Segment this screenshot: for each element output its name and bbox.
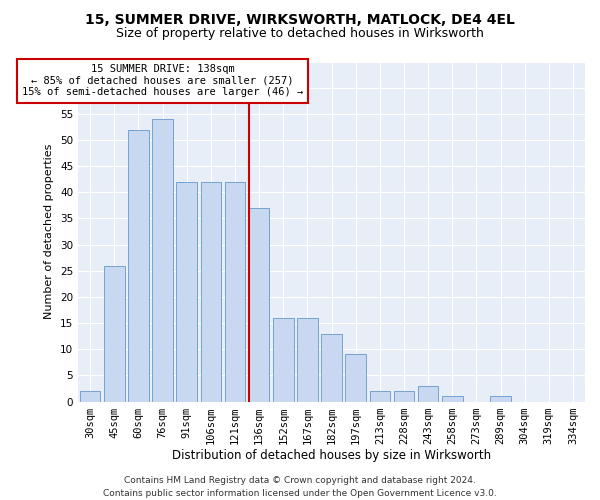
Bar	[249, 208, 269, 402]
Text: Contains HM Land Registry data © Crown copyright and database right 2024.
Contai: Contains HM Land Registry data © Crown c…	[103, 476, 497, 498]
Bar	[104, 266, 125, 402]
Bar	[128, 130, 149, 402]
Bar	[152, 119, 173, 402]
X-axis label: Distribution of detached houses by size in Wirksworth: Distribution of detached houses by size …	[172, 450, 491, 462]
Text: Size of property relative to detached houses in Wirksworth: Size of property relative to detached ho…	[116, 28, 484, 40]
Bar	[200, 182, 221, 402]
Y-axis label: Number of detached properties: Number of detached properties	[44, 144, 55, 319]
Bar	[394, 391, 414, 402]
Bar	[176, 182, 197, 402]
Bar	[273, 318, 293, 402]
Bar	[225, 182, 245, 402]
Text: 15, SUMMER DRIVE, WIRKSWORTH, MATLOCK, DE4 4EL: 15, SUMMER DRIVE, WIRKSWORTH, MATLOCK, D…	[85, 12, 515, 26]
Bar	[418, 386, 439, 402]
Text: 15 SUMMER DRIVE: 138sqm
← 85% of detached houses are smaller (257)
15% of semi-d: 15 SUMMER DRIVE: 138sqm ← 85% of detache…	[22, 64, 303, 98]
Bar	[297, 318, 317, 402]
Bar	[80, 391, 100, 402]
Bar	[490, 396, 511, 402]
Bar	[346, 354, 366, 402]
Bar	[442, 396, 463, 402]
Bar	[370, 391, 390, 402]
Bar	[322, 334, 342, 402]
